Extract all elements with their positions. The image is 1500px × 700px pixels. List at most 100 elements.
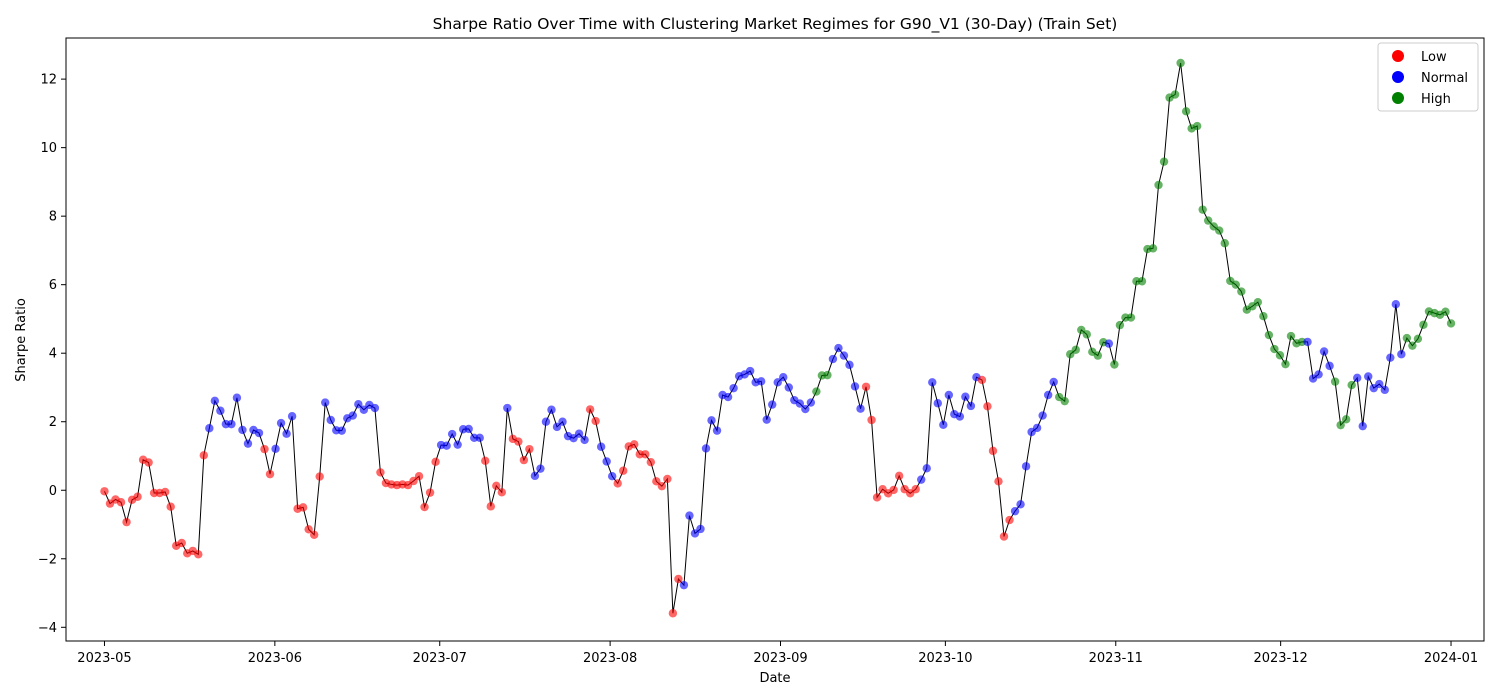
data-point-low bbox=[619, 466, 628, 475]
data-point-normal bbox=[475, 433, 484, 443]
data-point-normal bbox=[232, 393, 242, 402]
data-point-low bbox=[525, 444, 534, 454]
data-point-normal bbox=[723, 392, 733, 402]
data-point-low bbox=[519, 455, 529, 465]
data-point-high bbox=[1115, 320, 1125, 330]
axis-ticks: 2023-05 2023-06 2023-07 2023-08 2023-09 2023-… bbox=[38, 73, 1478, 666]
data-point-high bbox=[1341, 415, 1351, 424]
data-point-low bbox=[122, 517, 131, 527]
data-point-low bbox=[376, 468, 385, 477]
data-point-low bbox=[988, 446, 998, 456]
data-point-low bbox=[160, 487, 170, 497]
data-point-high bbox=[1148, 244, 1158, 253]
data-point-low bbox=[260, 444, 269, 454]
y-tick-label: 6 bbox=[49, 278, 57, 293]
legend-label-low: Low bbox=[1421, 50, 1447, 65]
data-point-normal bbox=[1353, 373, 1362, 383]
data-point-normal bbox=[607, 472, 617, 481]
data-point-high bbox=[1231, 280, 1241, 289]
data-point-high bbox=[1110, 360, 1119, 369]
y-tick-label: 2 bbox=[49, 415, 57, 430]
data-point-low bbox=[867, 415, 876, 425]
data-point-high bbox=[1275, 351, 1285, 360]
data-point-low bbox=[425, 488, 435, 497]
data-point-normal bbox=[1016, 500, 1025, 509]
data-point-low bbox=[894, 471, 904, 481]
data-point-low bbox=[613, 479, 622, 488]
data-point-high bbox=[1220, 239, 1229, 248]
data-point-high bbox=[1286, 331, 1296, 341]
data-point-normal bbox=[685, 511, 694, 520]
data-point-normal bbox=[933, 399, 942, 408]
data-point-low bbox=[265, 469, 275, 479]
data-point-high bbox=[823, 370, 832, 380]
data-point-low bbox=[194, 550, 203, 559]
data-point-high bbox=[1270, 344, 1279, 354]
data-point-high bbox=[1154, 180, 1163, 190]
plot-frame bbox=[65, 37, 1485, 642]
data-point-normal bbox=[321, 398, 330, 407]
x-axis-label: Date bbox=[759, 671, 790, 686]
data-point-normal bbox=[287, 412, 297, 421]
data-point-normal bbox=[326, 415, 335, 425]
data-point-high bbox=[1181, 107, 1191, 116]
x-tick-label: 2023-11 bbox=[1089, 651, 1143, 666]
plot-area bbox=[100, 58, 1456, 618]
data-point-high bbox=[1413, 334, 1423, 344]
data-point-normal bbox=[1314, 370, 1323, 379]
data-point-normal bbox=[966, 401, 976, 411]
data-point-normal bbox=[845, 360, 854, 370]
data-point-high bbox=[1192, 121, 1202, 131]
data-point-normal bbox=[254, 428, 264, 438]
data-point-normal bbox=[530, 471, 540, 481]
data-point-normal bbox=[939, 420, 948, 430]
data-point-normal bbox=[922, 464, 931, 473]
y-tick-label: 8 bbox=[49, 210, 57, 225]
y-tick-label: 4 bbox=[49, 347, 57, 362]
data-point-low bbox=[431, 457, 440, 467]
data-point-normal bbox=[354, 400, 363, 409]
data-point-low bbox=[409, 476, 418, 486]
data-point-low bbox=[199, 451, 209, 460]
legend-box bbox=[1377, 42, 1479, 112]
x-tick-label: 2023-05 bbox=[77, 651, 131, 666]
data-point-normal bbox=[701, 444, 711, 453]
data-point-normal bbox=[856, 404, 865, 413]
data-point-high bbox=[1441, 307, 1450, 316]
data-point-low bbox=[177, 538, 186, 548]
data-point-low bbox=[668, 609, 678, 618]
data-point-high bbox=[1336, 420, 1345, 430]
data-point-high bbox=[1126, 313, 1136, 322]
data-point-high bbox=[1170, 90, 1180, 99]
data-point-low bbox=[492, 481, 501, 490]
data-point-normal bbox=[1391, 300, 1401, 309]
data-point-low bbox=[585, 405, 595, 414]
data-point-normal bbox=[541, 417, 551, 426]
data-point-normal bbox=[850, 382, 860, 391]
data-point-normal bbox=[928, 378, 937, 387]
data-point-normal bbox=[464, 424, 473, 434]
data-point-normal bbox=[1319, 347, 1329, 356]
data-point-low bbox=[116, 498, 126, 507]
data-point-high bbox=[1281, 359, 1290, 369]
data-point-normal bbox=[558, 417, 567, 426]
data-point-normal bbox=[1386, 353, 1395, 362]
data-point-low bbox=[497, 488, 507, 497]
data-point-normal bbox=[1049, 377, 1058, 387]
data-point-low bbox=[144, 458, 153, 467]
y-tick-label: −2 bbox=[38, 552, 57, 567]
data-point-high bbox=[1071, 345, 1080, 354]
data-point-low bbox=[641, 450, 650, 459]
data-point-low bbox=[889, 485, 898, 495]
data-point-normal bbox=[707, 416, 716, 425]
data-point-high bbox=[1204, 216, 1213, 225]
data-point-normal bbox=[282, 429, 291, 438]
data-point-low bbox=[999, 532, 1009, 541]
data-point-low bbox=[911, 485, 920, 494]
data-point-normal bbox=[536, 464, 545, 473]
data-point-normal bbox=[784, 383, 793, 392]
data-point-high bbox=[1093, 351, 1103, 360]
data-point-normal bbox=[955, 412, 965, 421]
chart-title: Sharpe Ratio Over Time with Clustering M… bbox=[433, 15, 1118, 34]
